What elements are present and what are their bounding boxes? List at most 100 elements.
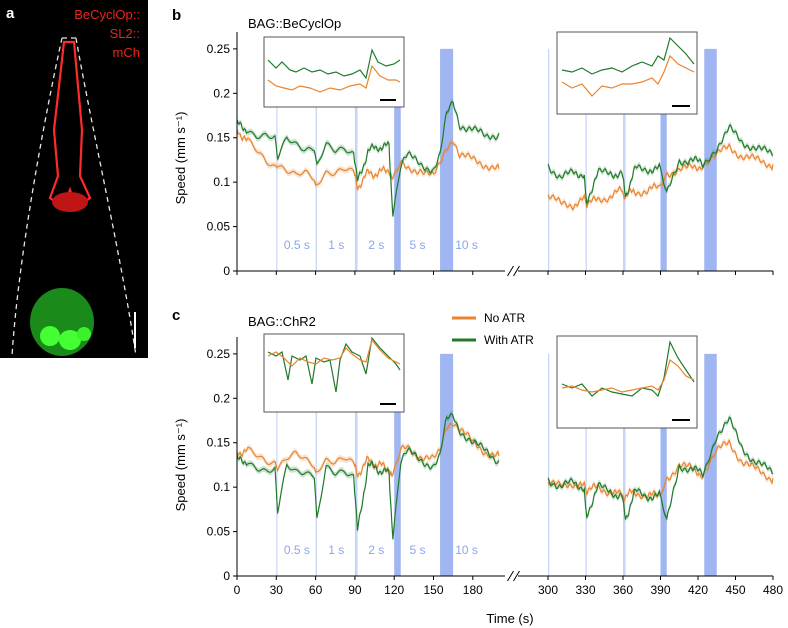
stimulus-label: 10 s <box>455 238 478 252</box>
panel-letter-c: c <box>172 307 180 324</box>
axis-break-mark <box>507 265 514 277</box>
x-tick-label: 300 <box>538 583 558 597</box>
series-line-no-atr <box>547 142 774 211</box>
panel-letter-a: a <box>6 5 15 22</box>
panel-b-series <box>236 98 774 220</box>
panel-b-axes: 0 0.05 0.1 0.15 0.2 0.25 <box>207 32 774 278</box>
micrograph-panel: a BeCyclOp:: SL2:: mCh <box>0 0 148 358</box>
x-tick-label: 30 <box>270 583 284 597</box>
axis-break-mark <box>513 265 520 277</box>
y-tick-label: 0.05 <box>207 525 231 539</box>
inset-trace-no-atr <box>561 359 695 393</box>
inset-trace-no-atr <box>267 64 401 93</box>
stimulus-label: 5 s <box>409 238 425 252</box>
green-cell-3 <box>77 327 91 341</box>
stimulus-bar <box>585 353 587 576</box>
x-tick-label: 420 <box>688 583 708 597</box>
panel-b-inset-left <box>263 36 405 108</box>
green-cell-2 <box>59 330 81 350</box>
legend: No ATR With ATR <box>452 311 534 347</box>
x-tick-label: 60 <box>309 583 323 597</box>
panel-b-inset-right <box>556 31 698 115</box>
series-band-no-atr <box>548 437 773 505</box>
x-tick-label: 390 <box>650 583 670 597</box>
y-tick-label: 0.15 <box>207 131 231 145</box>
panel-c-inset-left <box>263 333 405 413</box>
axis-break-mark <box>513 570 520 582</box>
x-tick-label: 450 <box>725 583 745 597</box>
legend-label-no-atr: No ATR <box>484 311 525 325</box>
y-tick-label: 0.2 <box>213 86 230 100</box>
panel-c-inset-right <box>556 335 698 429</box>
panel-c-series <box>236 410 774 543</box>
y-tick-label: 0.1 <box>213 480 230 494</box>
y-tick-label: 0.15 <box>207 436 231 450</box>
x-tick-label: 180 <box>463 583 483 597</box>
y-tick-label: 0.25 <box>207 347 231 361</box>
stimulus-label: 1 s <box>328 543 344 557</box>
inset-trace-with-atr <box>561 36 695 75</box>
x-tick-label: 480 <box>763 583 783 597</box>
series-line-no-atr <box>236 422 500 478</box>
micrograph-label-line-3: mCh <box>113 45 140 60</box>
stimulus-bar <box>394 48 401 272</box>
x-tick-label: 150 <box>423 583 443 597</box>
stimulus-bar <box>440 353 454 576</box>
stimulus-bar <box>704 353 717 576</box>
series-band-with-atr <box>548 414 773 523</box>
panel-c-title: BAG::ChR2 <box>248 314 316 329</box>
panel-b-title: BAG::BeCyclOp <box>248 16 341 31</box>
stimulus-bar <box>660 48 667 272</box>
legend-label-with-atr: With ATR <box>484 333 534 347</box>
x-tick-label: 0 <box>234 583 241 597</box>
x-tick-label: 360 <box>613 583 633 597</box>
y-tick-label: 0 <box>223 569 230 583</box>
stimulus-bar <box>660 353 667 576</box>
stimulus-label: 2 s <box>368 543 384 557</box>
inset-frame <box>263 333 405 413</box>
x-tick-label: 120 <box>384 583 404 597</box>
worm-outline <box>11 37 137 357</box>
panel-b-y-label: Speed (mm s⁻¹) <box>173 112 188 205</box>
series-line-with-atr <box>547 416 774 521</box>
inset-frame <box>556 335 698 429</box>
stimulus-bar <box>394 353 401 576</box>
y-tick-label: 0.25 <box>207 42 231 56</box>
y-tick-label: 0.05 <box>207 220 231 234</box>
stimulus-bar <box>548 353 550 576</box>
x-axis-label: Time (s) <box>486 611 533 626</box>
axis-break-mark <box>507 570 514 582</box>
inset-trace-with-atr <box>267 48 401 80</box>
inset-frame <box>556 31 698 115</box>
stimulus-bar <box>354 353 358 576</box>
stimulus-label: 5 s <box>409 543 425 557</box>
panel-c-y-label: Speed (mm s⁻¹) <box>173 419 188 512</box>
inset-trace-no-atr <box>267 338 401 367</box>
green-cell-1 <box>40 326 60 346</box>
stimulus-bar <box>276 353 278 576</box>
y-tick-label: 0.2 <box>213 391 230 405</box>
stimulus-label: 0.5 s <box>284 543 310 557</box>
chart-panel-b: BAG::BeCyclOp Speed (mm s⁻¹) 0.5 s 1 s 2 s… <box>173 16 774 278</box>
stimulus-bar <box>548 48 550 272</box>
red-cell-body <box>52 192 88 212</box>
series-band-no-atr <box>237 125 499 193</box>
stimulus-label: 2 s <box>368 238 384 252</box>
micrograph-label-line-2: SL2:: <box>110 26 140 41</box>
y-tick-label: 0.1 <box>213 175 230 189</box>
panel-c-stimuli: 0.5 s 1 s 2 s 5 s 10 s <box>276 353 717 576</box>
series-line-no-atr <box>236 128 500 191</box>
stimulus-bar <box>354 48 358 272</box>
stimulus-label: 1 s <box>328 238 344 252</box>
stimulus-bar <box>585 48 587 272</box>
inset-trace-with-atr <box>267 336 401 393</box>
stimulus-label: 0.5 s <box>284 238 310 252</box>
stimulus-bar <box>623 48 626 272</box>
panel-c-axes: 0 0.05 0.1 0.15 0.2 0.25 0 30 60 90 120 150 180 300 33… <box>207 337 783 597</box>
series-line-with-atr <box>236 412 500 540</box>
panel-letter-b: b <box>172 7 181 24</box>
series-line-with-atr <box>236 100 500 217</box>
stimulus-label: 10 s <box>455 543 478 557</box>
